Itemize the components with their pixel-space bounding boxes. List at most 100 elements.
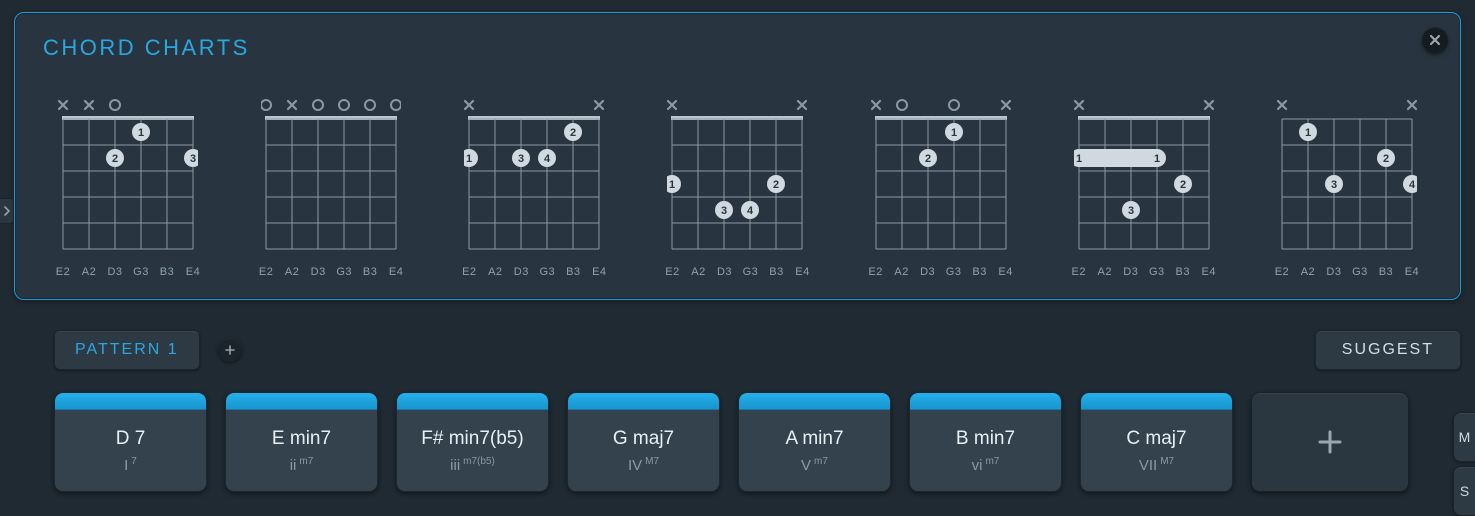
chord-chart[interactable]: 2134E2A2D3G3B3E4 bbox=[459, 99, 609, 278]
string-label: A2 bbox=[1295, 266, 1321, 278]
chord-name: E min7 bbox=[272, 428, 331, 450]
close-icon bbox=[1429, 34, 1441, 46]
chord-grid: 1123 bbox=[1074, 99, 1214, 253]
bottom-area: PATTERN 1 SUGGEST D 7 I7 E min7 iim7 F# … bbox=[0, 318, 1475, 515]
svg-text:2: 2 bbox=[925, 153, 931, 165]
chord-name: F# min7(b5) bbox=[421, 428, 523, 450]
string-label: G3 bbox=[1347, 266, 1373, 278]
add-chord-button[interactable] bbox=[1251, 392, 1409, 492]
svg-text:1: 1 bbox=[951, 127, 957, 139]
string-label: E4 bbox=[993, 266, 1019, 278]
svg-text:3: 3 bbox=[721, 205, 727, 217]
chord-grid: 2134 bbox=[464, 99, 604, 253]
string-label: G3 bbox=[941, 266, 967, 278]
chord-charts-panel: CHORD CHARTS 123E2A2D3G3B3E4 E2A2D3G3B3E… bbox=[14, 12, 1461, 300]
chord-button[interactable]: B min7 vim7 bbox=[909, 392, 1062, 492]
string-label: B3 bbox=[763, 266, 789, 278]
chord-name: D 7 bbox=[116, 428, 146, 450]
svg-text:3: 3 bbox=[518, 153, 524, 165]
suggest-button[interactable]: SUGGEST bbox=[1315, 330, 1461, 370]
string-label: A2 bbox=[1092, 266, 1118, 278]
string-label: E2 bbox=[50, 266, 76, 278]
string-labels: E2A2D3G3B3E4 bbox=[659, 266, 815, 278]
chord-chart[interactable]: 1123E2A2D3G3B3E4 bbox=[1069, 99, 1219, 278]
string-label: B3 bbox=[1373, 266, 1399, 278]
chord-grid: 1234 bbox=[667, 99, 807, 253]
string-label: G3 bbox=[1144, 266, 1170, 278]
chord-button[interactable]: F# min7(b5) iiim7(b5) bbox=[396, 392, 549, 492]
edge-tab-s[interactable]: S bbox=[1453, 466, 1475, 516]
chord-degree: VIIM7 bbox=[1139, 456, 1174, 474]
edge-tab-m[interactable]: M bbox=[1453, 412, 1475, 462]
chord-button[interactable]: D 7 I7 bbox=[54, 392, 207, 492]
chord-chart[interactable]: E2A2D3G3B3E4 bbox=[256, 99, 406, 278]
chord-degree: vim7 bbox=[972, 456, 1000, 474]
string-labels: E2A2D3G3B3E4 bbox=[1269, 266, 1425, 278]
chord-degree: iiim7(b5) bbox=[450, 456, 495, 474]
string-label: E4 bbox=[180, 266, 206, 278]
string-label: A2 bbox=[685, 266, 711, 278]
string-label: E4 bbox=[1196, 266, 1222, 278]
string-label: E4 bbox=[383, 266, 409, 278]
chord-sequence-row: D 7 I7 E min7 iim7 F# min7(b5) iiim7(b5)… bbox=[14, 392, 1461, 492]
pattern-button[interactable]: PATTERN 1 bbox=[54, 330, 200, 370]
chord-name: A min7 bbox=[785, 428, 843, 450]
chord-button[interactable]: E min7 iim7 bbox=[225, 392, 378, 492]
chord-accent-bar bbox=[910, 393, 1061, 410]
chord-button[interactable]: G maj7 IVM7 bbox=[567, 392, 720, 492]
string-label: E2 bbox=[1269, 266, 1295, 278]
scroll-left-button[interactable] bbox=[0, 198, 14, 224]
chord-button[interactable]: A min7 Vm7 bbox=[738, 392, 891, 492]
chord-chart[interactable]: 1 2 E2A2D3G3B3E4 bbox=[866, 99, 1016, 278]
chord-accent-bar bbox=[55, 393, 206, 410]
string-labels: E2A2D3G3B3E4 bbox=[1066, 266, 1222, 278]
string-label: E4 bbox=[1399, 266, 1425, 278]
chord-chart[interactable]: 1234E2A2D3G3B3E4 bbox=[1272, 99, 1422, 278]
plus-icon bbox=[1315, 427, 1345, 457]
charts-row: 123E2A2D3G3B3E4 E2A2D3G3B3E4 2134E2A2D3G… bbox=[53, 99, 1422, 278]
svg-text:2: 2 bbox=[570, 127, 576, 139]
string-labels: E2A2D3G3B3E4 bbox=[456, 266, 612, 278]
svg-text:1: 1 bbox=[138, 127, 144, 139]
svg-text:4: 4 bbox=[1409, 179, 1416, 191]
string-label: E2 bbox=[456, 266, 482, 278]
string-label: B3 bbox=[357, 266, 383, 278]
string-label: E2 bbox=[659, 266, 685, 278]
string-labels: E2A2D3G3B3E4 bbox=[863, 266, 1019, 278]
chord-grid bbox=[261, 99, 401, 253]
string-label: B3 bbox=[1170, 266, 1196, 278]
panel-title: CHORD CHARTS bbox=[43, 35, 1432, 61]
chord-chart[interactable]: 123E2A2D3G3B3E4 bbox=[53, 99, 203, 278]
chord-accent-bar bbox=[397, 393, 548, 410]
svg-text:2: 2 bbox=[112, 153, 118, 165]
string-label: A2 bbox=[889, 266, 915, 278]
string-label: A2 bbox=[482, 266, 508, 278]
chord-accent-bar bbox=[226, 393, 377, 410]
string-label: E2 bbox=[1066, 266, 1092, 278]
chord-button[interactable]: C maj7 VIIM7 bbox=[1080, 392, 1233, 492]
string-label: E4 bbox=[586, 266, 612, 278]
svg-text:2: 2 bbox=[1180, 179, 1186, 191]
close-button[interactable] bbox=[1422, 27, 1448, 53]
string-label: D3 bbox=[711, 266, 737, 278]
string-label: A2 bbox=[279, 266, 305, 278]
svg-text:1: 1 bbox=[1076, 153, 1082, 165]
chord-degree: Vm7 bbox=[801, 456, 828, 474]
add-pattern-button[interactable] bbox=[218, 338, 242, 362]
string-label: G3 bbox=[534, 266, 560, 278]
svg-text:2: 2 bbox=[1383, 153, 1389, 165]
svg-text:4: 4 bbox=[544, 153, 551, 165]
string-label: D3 bbox=[508, 266, 534, 278]
chord-grid: 123 bbox=[58, 99, 198, 253]
plus-icon bbox=[225, 345, 235, 355]
string-label: D3 bbox=[1321, 266, 1347, 278]
string-label: B3 bbox=[967, 266, 993, 278]
svg-text:4: 4 bbox=[747, 205, 754, 217]
string-label: B3 bbox=[560, 266, 586, 278]
chord-degree: iim7 bbox=[290, 456, 314, 474]
chevron-right-icon bbox=[3, 206, 11, 216]
controls-row: PATTERN 1 SUGGEST bbox=[14, 326, 1461, 370]
chord-degree: IVM7 bbox=[628, 456, 659, 474]
chord-name: G maj7 bbox=[613, 428, 674, 450]
chord-chart[interactable]: 1234E2A2D3G3B3E4 bbox=[662, 99, 812, 278]
